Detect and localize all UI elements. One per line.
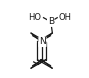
Text: B: B: [48, 17, 54, 26]
Text: OH: OH: [59, 13, 72, 22]
Text: N: N: [39, 37, 46, 46]
Text: HO: HO: [29, 13, 42, 22]
